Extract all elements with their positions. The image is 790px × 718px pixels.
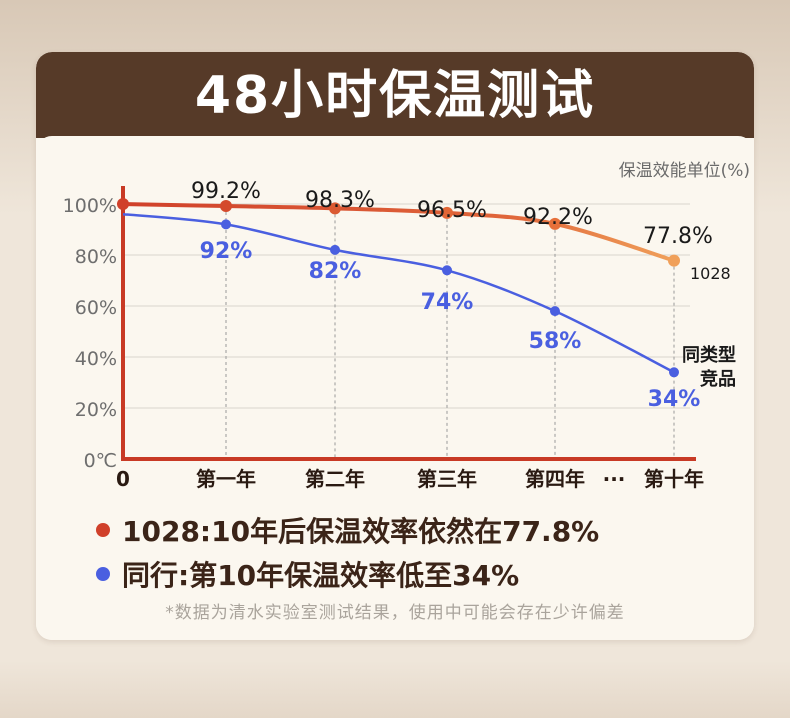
data-label-product: 92.2%: [523, 205, 593, 230]
legend-text-competitor: 同行:第10年保温效率低至34%: [122, 559, 520, 592]
data-point-product: [668, 254, 680, 267]
y-tick-label: 40%: [75, 348, 117, 370]
y-tick-label: 100%: [63, 195, 117, 217]
page-title: 48小时保温测试: [194, 66, 596, 126]
title-banner: 48小时保温测试: [36, 52, 754, 138]
x-tick-label-origin: 0: [116, 467, 130, 491]
data-point-product: [220, 200, 232, 213]
data-label-product: 98.3%: [305, 188, 375, 213]
x-tick-label: 第十年: [644, 467, 704, 491]
x-tick-label: 第一年: [196, 467, 256, 491]
y-tick-label: 60%: [75, 297, 117, 319]
legend-dot-red: [96, 523, 110, 537]
series-end-label-competitor-line1: 同类型: [682, 344, 736, 366]
data-point-product: [549, 217, 561, 230]
chart-card: [36, 136, 754, 640]
legend-text-product: 1028:10年后保温效率依然在77.8%: [122, 515, 600, 548]
y-tick-label: 0℃: [84, 450, 117, 472]
legend-item-product: 1028:10年后保温效率依然在77.8%: [96, 510, 599, 550]
data-label-competitor: 58%: [529, 329, 582, 354]
data-label-product: 77.8%: [643, 224, 713, 249]
data-label-competitor: 34%: [648, 387, 701, 412]
data-point-competitor: [221, 219, 231, 230]
legend-item-competitor: 同行:第10年保温效率低至34%: [96, 554, 519, 594]
data-point-product: [441, 206, 453, 219]
x-tick-label: 第二年: [305, 467, 365, 491]
data-label-product: 99.2%: [191, 179, 261, 204]
data-point-competitor: [330, 244, 340, 255]
info-card: 48小时保温测试: [36, 52, 754, 640]
data-point-competitor: [550, 306, 560, 317]
x-tick-label: 第四年: [525, 467, 585, 491]
series-line-competitor: [122, 212, 675, 374]
legend-dot-blue: [96, 567, 110, 581]
footnote: *数据为清水实验室测试结果，使用中可能会存在少许偏差: [165, 603, 625, 623]
series-end-label-product: 1028: [690, 264, 731, 283]
data-label-competitor: 92%: [200, 239, 253, 264]
series-line-product: [122, 202, 675, 263]
data-point-product: [329, 202, 341, 215]
data-label-competitor: 82%: [309, 259, 362, 284]
y-tick-label: 20%: [75, 399, 117, 421]
data-label-competitor: 74%: [421, 290, 474, 315]
unit-label: 保温效能单位(%): [618, 161, 750, 181]
y-tick-label: 80%: [75, 246, 117, 268]
data-point-product-origin: [117, 198, 129, 210]
x-axis-ellipsis: ···: [603, 467, 626, 491]
data-point-competitor: [442, 265, 452, 276]
data-label-product: 96.5%: [417, 198, 487, 223]
series-end-label-competitor-line2: 竞品: [700, 368, 736, 390]
x-tick-label: 第三年: [417, 467, 477, 491]
data-point-competitor: [669, 367, 679, 378]
